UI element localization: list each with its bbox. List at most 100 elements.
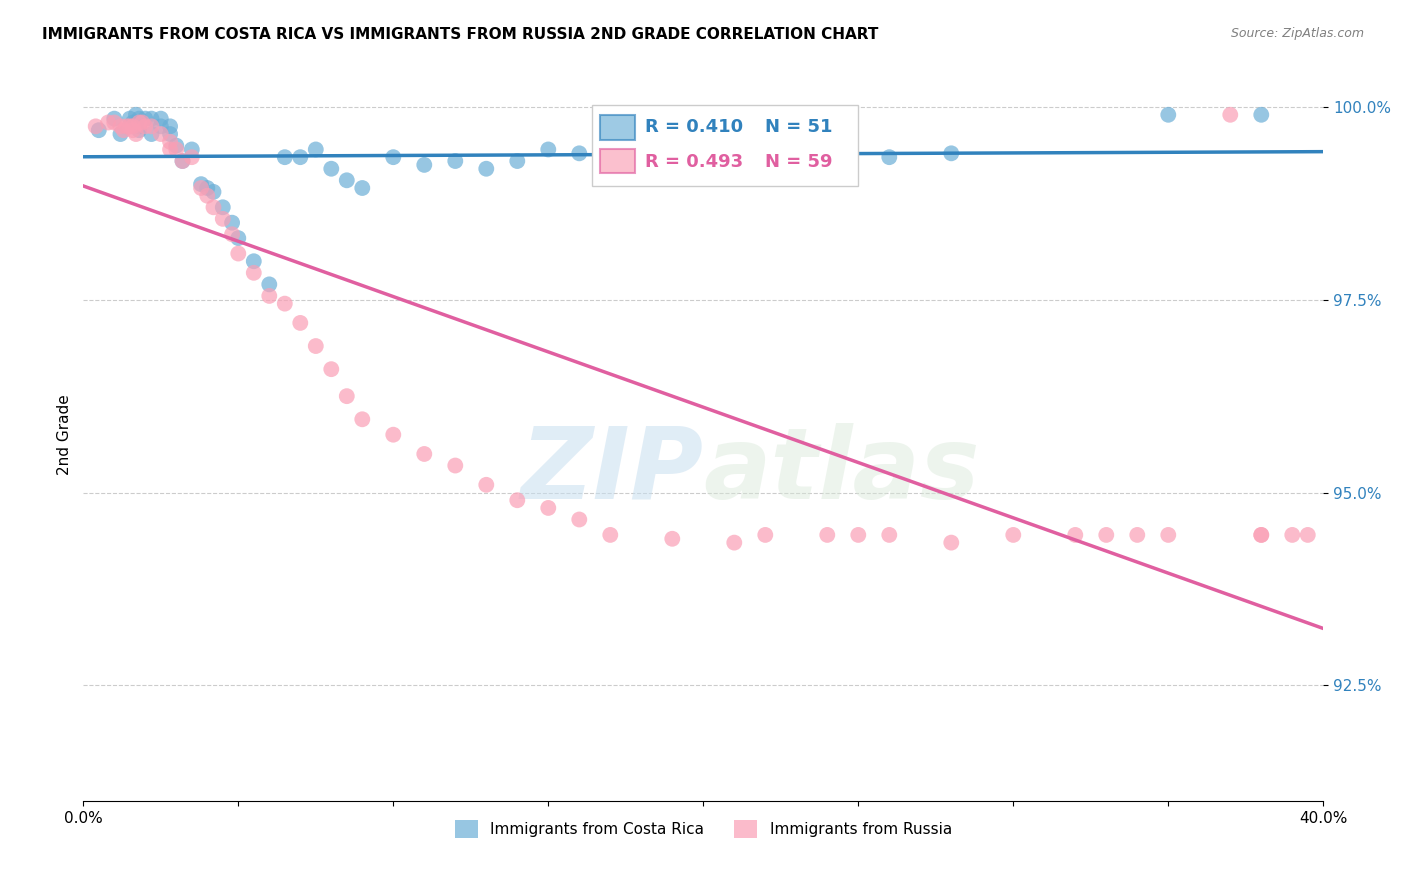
Point (243, 254, 266, 268)
Point (195, 181, 218, 195)
Point (84, 120, 107, 134)
Point (1126, 528, 1149, 542)
Point (1281, 528, 1303, 542)
Point (221, 216, 243, 230)
Point (115, 120, 138, 134)
Point (159, 143, 181, 157)
Point (165, 138, 187, 153)
Text: R = 0.410: R = 0.410 (645, 118, 744, 136)
Point (1250, 528, 1272, 542)
Point (172, 154, 194, 169)
Point (290, 316, 312, 330)
Point (846, 528, 869, 542)
Point (103, 112, 125, 126)
Point (128, 112, 150, 126)
Point (352, 181, 374, 195)
Point (131, 115, 153, 129)
Point (243, 266, 266, 280)
Point (180, 150, 202, 164)
Point (180, 143, 202, 157)
Point (190, 181, 212, 195)
Point (321, 362, 343, 376)
Point (87, 123, 110, 137)
Point (336, 173, 359, 187)
Point (305, 339, 328, 353)
Text: N = 59: N = 59 (765, 153, 832, 170)
Point (413, 158, 436, 172)
Point (754, 154, 776, 169)
Point (159, 135, 181, 149)
Point (110, 120, 132, 134)
Point (112, 123, 135, 137)
Point (1250, 528, 1272, 542)
Point (599, 150, 621, 164)
Point (568, 146, 591, 161)
Text: Source: ZipAtlas.com: Source: ZipAtlas.com (1230, 27, 1364, 40)
Text: ZIP: ZIP (520, 423, 703, 520)
Point (141, 127, 163, 141)
Point (785, 146, 807, 161)
Point (226, 231, 249, 245)
Point (444, 458, 467, 473)
Point (1296, 528, 1319, 542)
Point (290, 150, 312, 164)
Point (118, 120, 141, 134)
Point (537, 500, 560, 515)
Point (754, 528, 776, 542)
Point (475, 478, 498, 492)
Point (128, 123, 150, 137)
Point (259, 289, 281, 303)
Point (444, 154, 467, 169)
Point (941, 535, 963, 549)
Point (274, 150, 297, 164)
Point (723, 146, 745, 161)
Point (134, 112, 156, 126)
Text: IMMIGRANTS FROM COSTA RICA VS IMMIGRANTS FROM RUSSIA 2ND GRADE CORRELATION CHART: IMMIGRANTS FROM COSTA RICA VS IMMIGRANTS… (42, 27, 879, 42)
Point (661, 532, 683, 546)
Point (159, 127, 181, 141)
Point (221, 227, 243, 242)
Point (599, 528, 621, 542)
Point (128, 120, 150, 134)
Point (1064, 528, 1087, 542)
Point (1157, 528, 1180, 542)
Point (159, 120, 181, 134)
Point (122, 115, 145, 129)
Point (211, 211, 233, 226)
Point (134, 120, 156, 134)
Point (125, 127, 148, 141)
Text: N = 51: N = 51 (765, 118, 832, 136)
Legend: Immigrants from Costa Rica, Immigrants from Russia: Immigrants from Costa Rica, Immigrants f… (449, 814, 957, 845)
Point (122, 120, 145, 134)
Point (506, 493, 529, 508)
Point (941, 146, 963, 161)
Point (1219, 108, 1241, 122)
Point (475, 161, 498, 176)
Point (815, 528, 838, 542)
Point (413, 447, 436, 461)
Point (831, 143, 853, 157)
Point (877, 150, 900, 164)
Point (723, 535, 745, 549)
FancyBboxPatch shape (592, 105, 858, 186)
Y-axis label: 2nd Grade: 2nd Grade (58, 394, 72, 475)
Point (118, 112, 141, 126)
Point (149, 120, 172, 134)
Point (172, 154, 194, 169)
Point (382, 427, 405, 442)
Text: atlas: atlas (703, 423, 980, 520)
Point (103, 115, 125, 129)
Point (1002, 528, 1025, 542)
FancyBboxPatch shape (600, 149, 636, 173)
Point (195, 188, 218, 202)
Point (568, 512, 591, 526)
Point (352, 412, 374, 426)
Point (110, 127, 132, 141)
Point (506, 154, 529, 169)
FancyBboxPatch shape (600, 115, 636, 139)
Point (149, 127, 172, 141)
Point (211, 200, 233, 214)
Point (259, 277, 281, 292)
Point (537, 143, 560, 157)
Point (122, 123, 145, 137)
